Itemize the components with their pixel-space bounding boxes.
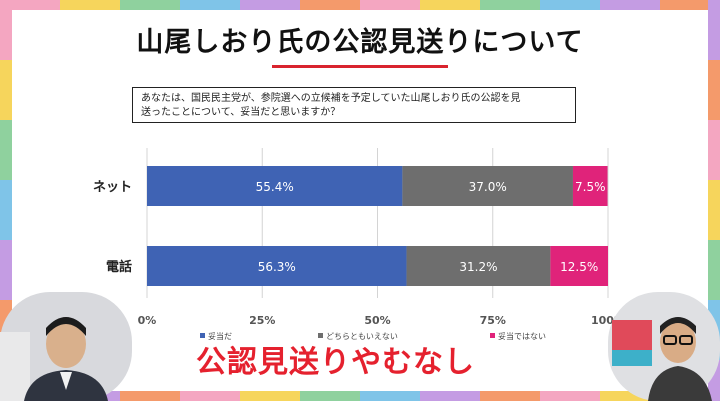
legend-label: 妥当ではない	[498, 331, 546, 341]
bar-segment	[402, 166, 573, 206]
frame-segment	[480, 391, 540, 401]
survey-question-line: 送ったことについて、妥当だと思いますか？	[141, 107, 341, 118]
data-label: 31.2%	[459, 260, 497, 274]
title-underline	[272, 65, 448, 68]
right-commentator-photo	[608, 292, 720, 401]
category-label: ネット	[93, 180, 132, 195]
x-tick-label: 0%	[138, 314, 157, 327]
frame-segment	[600, 391, 660, 401]
frame-segment	[0, 0, 12, 60]
frame-segment	[0, 60, 12, 120]
frame-segment	[708, 180, 720, 240]
frame-segment	[540, 391, 600, 401]
frame-segment	[60, 0, 120, 10]
frame-segment	[120, 391, 180, 401]
bar-segment	[147, 246, 407, 286]
page-title: 山尾しおり氏の公認見送りについて	[136, 27, 584, 58]
frame-segment	[0, 180, 12, 240]
frame-segment	[300, 0, 360, 10]
legend-label: どちらともいえない	[326, 332, 398, 341]
data-label: 55.4%	[256, 180, 294, 194]
frame-segment	[300, 391, 360, 401]
data-label: 12.5%	[560, 260, 598, 274]
frame-segment	[420, 391, 480, 401]
frame-segment	[180, 0, 240, 10]
bar-segment	[550, 246, 608, 286]
frame-segment	[708, 240, 720, 300]
bar-segment	[147, 166, 403, 206]
bar-segment	[572, 166, 608, 206]
frame-segment	[240, 0, 300, 10]
frame-segment	[0, 120, 12, 180]
frame-segment	[360, 391, 420, 401]
frame-segment	[480, 0, 540, 10]
frame-segment	[180, 391, 240, 401]
bar-segment	[406, 246, 551, 286]
legend-swatch	[200, 333, 205, 338]
data-label: 56.3%	[258, 260, 296, 274]
legend-swatch	[318, 333, 323, 338]
data-label: 37.0%	[469, 180, 507, 194]
frame-segment	[240, 391, 300, 401]
frame-segment	[0, 0, 60, 10]
x-tick-label: 25%	[249, 314, 275, 327]
frame-segment	[708, 0, 720, 60]
frame-segment	[120, 0, 180, 10]
data-label: 7.5%	[575, 180, 606, 194]
frame-segment	[360, 0, 420, 10]
frame-segment	[600, 0, 660, 10]
category-label: 電話	[106, 259, 132, 275]
frame-segment	[420, 0, 480, 10]
legend-label: 妥当だ	[208, 331, 232, 341]
x-tick-label: 75%	[480, 314, 506, 327]
survey-question-line: あなたは、国民民主党が、参院選への立候補を予定していた山尾しおり氏の公認を見	[141, 93, 521, 104]
frame-segment	[708, 60, 720, 120]
frame-segment	[660, 0, 720, 10]
caption-overlay: 公認見送りやむなし	[196, 345, 475, 380]
frame-segment	[540, 0, 600, 10]
frame-segment	[0, 240, 12, 300]
legend-swatch	[490, 333, 495, 338]
x-tick-label: 50%	[364, 314, 390, 327]
frame-segment	[708, 120, 720, 180]
left-commentator-photo	[0, 292, 132, 401]
survey-question-box: あなたは、国民民主党が、参院選への立候補を予定していた山尾しおり氏の公認を見 送…	[132, 87, 576, 123]
